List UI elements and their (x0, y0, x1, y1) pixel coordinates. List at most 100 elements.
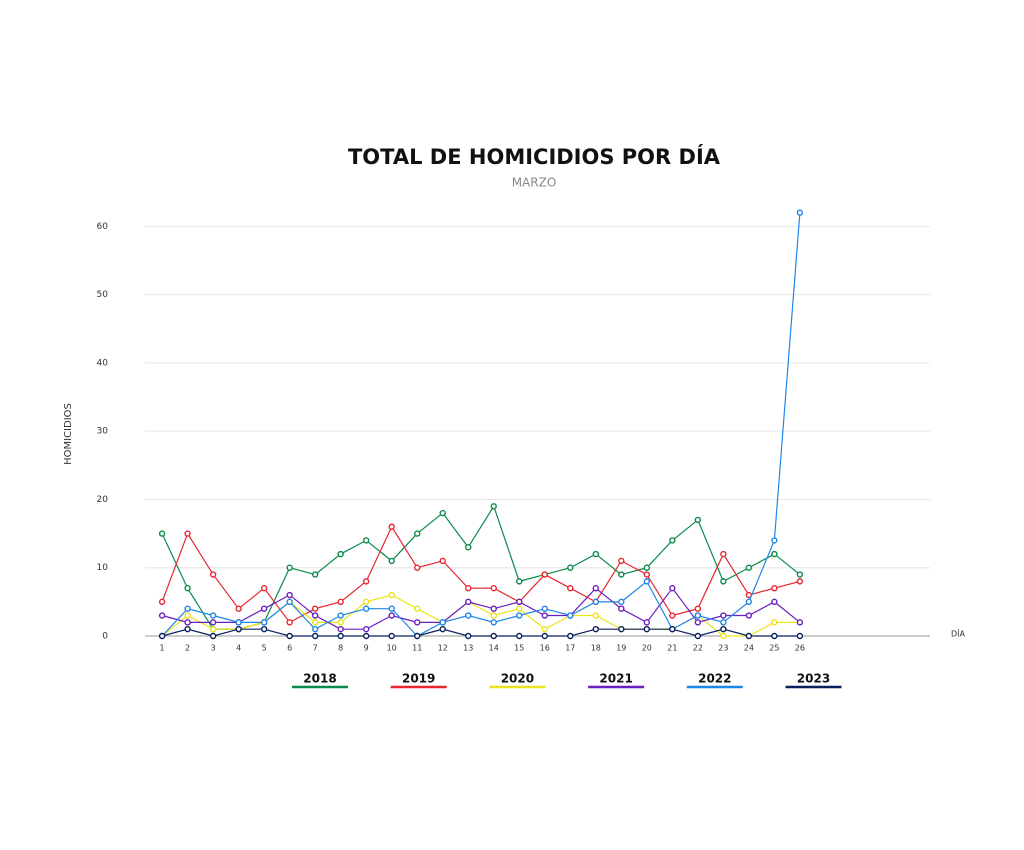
point (592, 550, 599, 558)
series-line (161, 212, 801, 637)
point (311, 619, 319, 626)
point (439, 557, 446, 565)
point (209, 619, 217, 626)
point (439, 625, 446, 633)
point (694, 516, 702, 524)
point (388, 605, 395, 612)
point (158, 632, 166, 640)
point (771, 585, 778, 592)
point (720, 619, 727, 626)
x-tick-label: 1 (160, 644, 165, 653)
series-line (161, 587, 801, 630)
point (771, 619, 778, 626)
point (388, 591, 395, 599)
point (541, 571, 548, 578)
point (592, 625, 599, 633)
point (720, 632, 727, 640)
point (465, 544, 472, 551)
y-tick-label: 30 (97, 427, 109, 437)
point (414, 605, 421, 612)
point (311, 632, 319, 640)
point (439, 509, 446, 517)
point (414, 619, 421, 626)
point (260, 585, 268, 592)
point (286, 619, 293, 626)
point (209, 612, 217, 619)
x-tick-label: 14 (489, 644, 499, 653)
point (158, 530, 166, 537)
point (771, 537, 778, 544)
point (490, 619, 497, 626)
x-tick-label: 4 (236, 644, 241, 653)
point (362, 578, 370, 585)
x-tick-label: 26 (795, 644, 805, 653)
point (516, 632, 523, 640)
point (516, 598, 523, 606)
point (235, 605, 242, 612)
x-tick-label: 7 (313, 644, 318, 653)
point (465, 612, 472, 619)
point (541, 625, 548, 633)
point (465, 598, 472, 606)
point (362, 625, 370, 633)
point (184, 612, 191, 619)
x-tick-label: 9 (364, 644, 369, 653)
point (490, 605, 497, 612)
point (362, 598, 370, 606)
point (643, 619, 651, 626)
point (311, 571, 319, 578)
y-tick-label: 40 (97, 358, 109, 368)
point (567, 632, 574, 640)
x-tick-label: 12 (438, 644, 448, 653)
point (414, 530, 421, 537)
x-tick-label: 25 (769, 644, 779, 653)
x-tick-label: 6 (287, 644, 292, 653)
legend-label: 2019 (402, 672, 435, 686)
point (618, 605, 625, 612)
point (541, 605, 548, 612)
point (465, 632, 472, 640)
point (337, 632, 344, 640)
point (260, 605, 268, 612)
point (209, 571, 217, 578)
point (362, 537, 370, 544)
point (771, 598, 778, 606)
point (490, 503, 497, 510)
point (388, 632, 395, 640)
point (439, 619, 446, 626)
y-tick-label: 20 (97, 495, 109, 505)
point (669, 537, 676, 544)
x-tick-label: 15 (514, 644, 524, 653)
y-tick-label: 50 (97, 290, 109, 300)
y-tick-label: 10 (97, 563, 109, 573)
point (796, 619, 804, 626)
point (490, 585, 497, 592)
point (618, 571, 625, 578)
point (337, 598, 344, 606)
series-line (161, 504, 801, 630)
point (720, 612, 727, 619)
point (618, 598, 625, 606)
x-tick-label: 19 (616, 644, 626, 653)
chart-subtitle: MARZO (512, 176, 557, 190)
point (745, 612, 753, 619)
point (618, 557, 625, 565)
chart-title: TOTAL DE HOMICIDIOS POR DÍA (348, 144, 721, 169)
point (311, 605, 319, 612)
legend-label: 2020 (501, 672, 534, 686)
x-tick-label: 22 (693, 644, 703, 653)
point (720, 578, 727, 585)
point (796, 632, 804, 640)
point (184, 619, 191, 626)
point (362, 632, 370, 640)
point (567, 564, 574, 571)
point (643, 578, 651, 585)
point (388, 523, 395, 530)
point (567, 585, 574, 592)
point (694, 605, 702, 612)
legend-label: 2018 (303, 672, 336, 686)
x-tick-label: 3 (211, 644, 216, 653)
point (541, 612, 548, 619)
point (158, 598, 166, 606)
point (209, 632, 217, 640)
